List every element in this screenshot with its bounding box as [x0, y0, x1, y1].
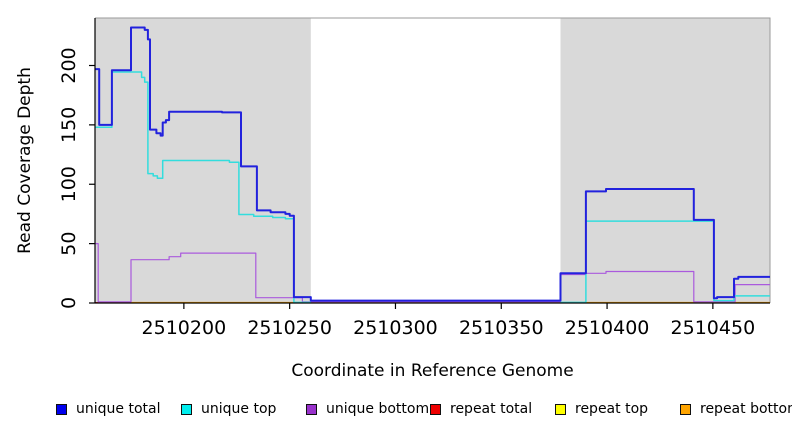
unique-bottom-swatch-icon — [306, 403, 317, 415]
x-tick-label: 2510450 — [671, 317, 756, 339]
x-tick-label: 2510300 — [353, 317, 438, 339]
y-tick-label: 100 — [58, 166, 80, 202]
unique-total-swatch-icon — [56, 403, 67, 415]
legend-item-repeat-top: repeat top — [555, 401, 648, 417]
y-axis-title: Read Coverage Depth — [15, 67, 35, 254]
legend-item-unique-total: unique total — [56, 401, 160, 417]
legend-label: unique total — [76, 401, 161, 417]
plot-frame — [95, 17, 771, 303]
legend-item-repeat-total: repeat total — [430, 401, 532, 417]
y-tick-label: 150 — [58, 107, 80, 143]
series-unique-bottom — [95, 243, 770, 303]
y-tick-label: 50 — [58, 232, 80, 256]
y-tick-label: 200 — [58, 47, 80, 83]
x-tick-label: 2510200 — [142, 317, 227, 339]
y-tick-label: 0 — [58, 297, 80, 309]
covered-block-right — [560, 18, 770, 303]
series-unique-total — [95, 26, 770, 302]
repeat-total-swatch-icon — [430, 403, 441, 415]
x-tick-label: 2510350 — [459, 317, 544, 339]
legend-label: repeat total — [450, 401, 533, 417]
legend-item-unique-top: unique top — [181, 401, 276, 417]
repeat-bottom-swatch-icon — [680, 403, 691, 415]
legend-item-unique-bottom: unique bottom — [306, 401, 429, 417]
legend-label: unique bottom — [326, 401, 430, 417]
repeat-top-swatch-icon — [555, 403, 566, 415]
legend-item-repeat-bottom: repeat bottom — [680, 401, 792, 417]
unique-top-swatch-icon — [181, 403, 192, 415]
x-tick-label: 2510400 — [565, 317, 650, 339]
x-tick-label: 2510250 — [247, 317, 332, 339]
legend-label: repeat top — [575, 401, 649, 417]
legend-label: repeat bottom — [700, 401, 792, 417]
legend-label: unique top — [201, 401, 277, 417]
x-axis-title: Coordinate in Reference Genome — [291, 361, 573, 381]
series-unique-top — [95, 71, 311, 304]
